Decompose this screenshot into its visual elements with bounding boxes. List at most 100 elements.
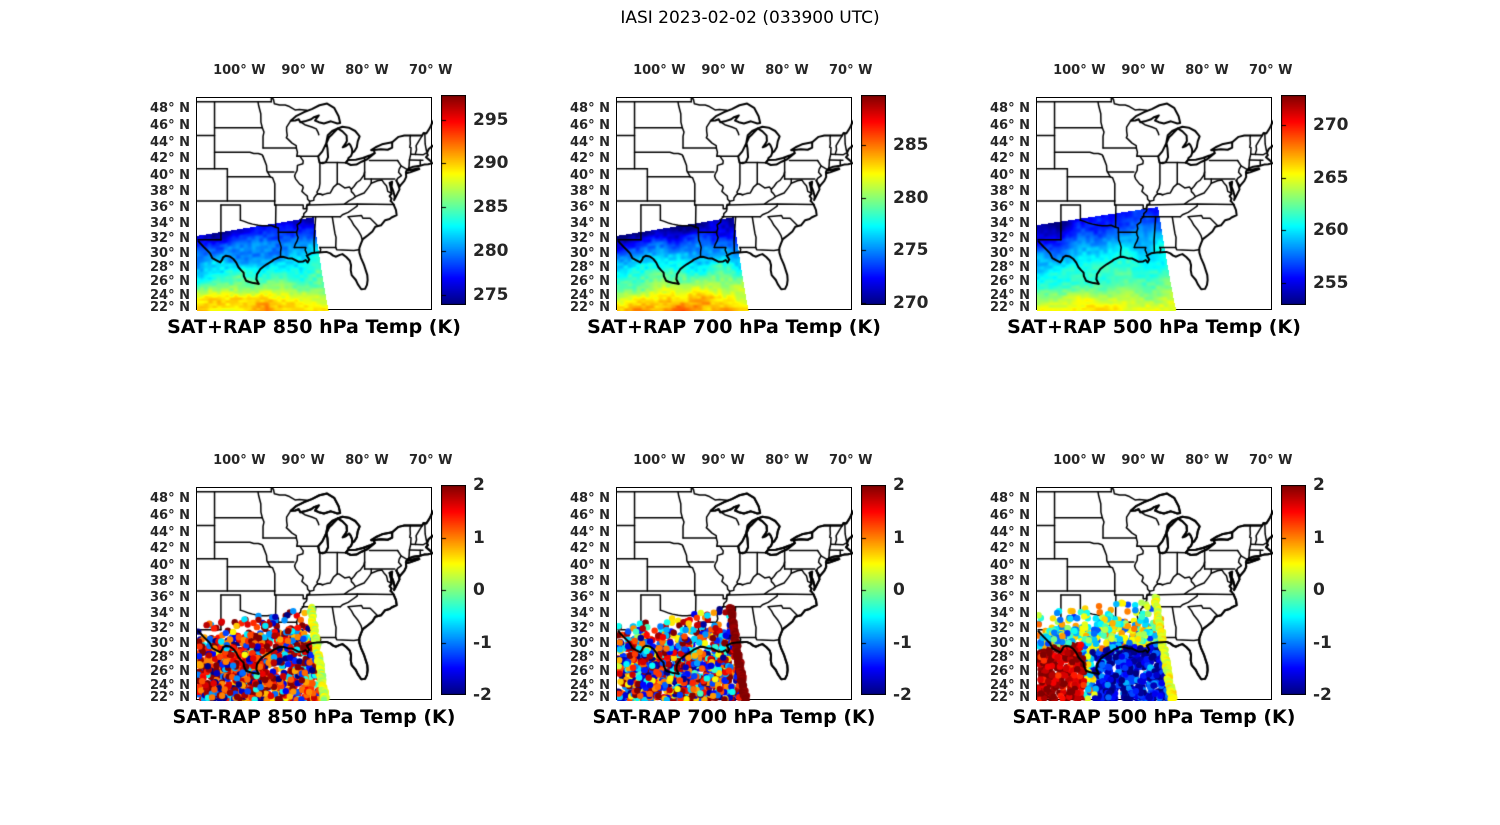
lon-tick-label: 100° W bbox=[213, 453, 266, 468]
panel-title: SAT+RAP 700 hPa Temp (K) bbox=[587, 316, 881, 338]
difference-scatter-map-canvas bbox=[197, 488, 433, 701]
lat-tick-label: 26° N bbox=[150, 664, 190, 680]
lon-tick-label: 80° W bbox=[345, 453, 389, 468]
lat-tick-label: 26° N bbox=[570, 664, 610, 680]
temperature-swath-map-canvas bbox=[197, 98, 433, 311]
panel-title: SAT+RAP 850 hPa Temp (K) bbox=[167, 316, 461, 338]
colorbar-tick-label: 260 bbox=[1313, 220, 1349, 241]
lat-tick-label: 44° N bbox=[990, 524, 1030, 540]
lat-tick-label: 34° N bbox=[150, 605, 190, 621]
colorbar-tick-label: 0 bbox=[1313, 580, 1325, 600]
lon-tick-label: 90° W bbox=[281, 63, 325, 78]
colorbar-tick-label: -2 bbox=[893, 685, 912, 705]
lat-tick-label: 32° N bbox=[990, 230, 1030, 246]
lon-tick-label: 100° W bbox=[1053, 63, 1106, 78]
lat-tick-label: 28° N bbox=[150, 650, 190, 666]
lat-tick-label: 22° N bbox=[150, 689, 190, 705]
lat-tick-label: 36° N bbox=[990, 199, 1030, 215]
colorbar-tick-label: 275 bbox=[893, 240, 929, 261]
lon-tick-label: 80° W bbox=[765, 453, 809, 468]
colorbar-tick-label: -2 bbox=[473, 685, 492, 705]
lat-tick-label: 34° N bbox=[990, 605, 1030, 621]
colorbar-tick-label: 290 bbox=[473, 153, 509, 174]
lat-tick-label: 44° N bbox=[150, 134, 190, 150]
lat-tick-label: 48° N bbox=[990, 491, 1030, 507]
colorbar-tick-label: 2 bbox=[893, 475, 905, 495]
lon-tick-label: 90° W bbox=[1121, 453, 1165, 468]
lat-tick-label: 32° N bbox=[990, 620, 1030, 636]
plot-box bbox=[196, 97, 433, 311]
lat-tick-label: 34° N bbox=[570, 605, 610, 621]
lat-tick-label: 42° N bbox=[150, 541, 190, 557]
lat-tick-label: 24° N bbox=[570, 677, 610, 693]
lat-tick-label: 38° N bbox=[570, 573, 610, 589]
colorbar bbox=[441, 485, 466, 695]
lat-tick-label: 28° N bbox=[150, 260, 190, 276]
colorbar bbox=[441, 95, 466, 305]
lat-tick-label: 24° N bbox=[990, 677, 1030, 693]
panel-sat-minus-rap-700: 100° W 90° W 80° W 70° W 48° N 46° N 44° N 42° … bbox=[570, 454, 912, 729]
colorbar-tick-label: 2 bbox=[473, 475, 485, 495]
lon-tick-label: 80° W bbox=[345, 63, 389, 78]
panel-sat-plus-rap-700: 100° W 90° W 80° W 70° W 48° N 46° N 44° N 42° … bbox=[570, 64, 929, 339]
panel-sat-plus-rap-850: 100° W 90° W 80° W 70° W 48° N 46° N 44° N 42° … bbox=[150, 64, 509, 339]
lat-tick-label: 46° N bbox=[570, 118, 610, 134]
lat-tick-label: 24° N bbox=[990, 287, 1030, 303]
lat-tick-label: 32° N bbox=[150, 230, 190, 246]
lat-tick-label: 38° N bbox=[150, 183, 190, 199]
colorbar-tick-label: 285 bbox=[473, 197, 509, 217]
lat-tick-label: 36° N bbox=[990, 589, 1030, 605]
difference-scatter-map-canvas bbox=[617, 488, 853, 701]
panel-title: SAT+RAP 500 hPa Temp (K) bbox=[1007, 316, 1301, 338]
lon-tick-label: 70° W bbox=[408, 453, 453, 468]
plot-box bbox=[196, 487, 433, 701]
panel-title: SAT-RAP 500 hPa Temp (K) bbox=[1012, 706, 1296, 728]
lat-tick-label: 40° N bbox=[570, 557, 610, 573]
colorbar-tick-label: 1 bbox=[473, 527, 485, 548]
lat-tick-label: 24° N bbox=[150, 287, 190, 303]
lon-tick-label: 90° W bbox=[701, 453, 745, 468]
colorbar-tick-label: 280 bbox=[893, 187, 929, 208]
lat-tick-label: 48° N bbox=[990, 101, 1030, 117]
lat-tick-label: 32° N bbox=[150, 620, 190, 636]
figure-title: IASI 2023-02-02 (033900 UTC) bbox=[620, 8, 880, 28]
lon-tick-label: 90° W bbox=[701, 63, 745, 78]
lon-tick-label: 80° W bbox=[1185, 453, 1229, 468]
lat-tick-label: 28° N bbox=[570, 650, 610, 666]
lat-tick-label: 30° N bbox=[150, 635, 190, 651]
lat-tick-label: 40° N bbox=[150, 167, 190, 183]
lat-tick-label: 36° N bbox=[150, 589, 190, 605]
colorbar-tick-label: 0 bbox=[473, 580, 485, 600]
colorbar-tick-label: 270 bbox=[1313, 115, 1349, 136]
lat-tick-label: 44° N bbox=[570, 524, 610, 540]
lat-tick-label: 22° N bbox=[150, 299, 190, 315]
lat-tick-label: 44° N bbox=[150, 524, 190, 540]
lat-tick-label: 44° N bbox=[990, 134, 1030, 150]
colorbar-tick-label: -2 bbox=[1313, 685, 1332, 705]
difference-scatter-map-canvas bbox=[1037, 488, 1273, 701]
colorbar bbox=[1281, 485, 1306, 695]
colorbar-tick-label: 265 bbox=[1313, 167, 1349, 188]
lat-tick-label: 22° N bbox=[570, 689, 610, 705]
lat-tick-label: 40° N bbox=[150, 557, 190, 573]
lat-tick-label: 40° N bbox=[570, 167, 610, 183]
colorbar-tick-label: 1 bbox=[1313, 527, 1325, 548]
lat-tick-label: 48° N bbox=[150, 101, 190, 117]
lat-tick-label: 42° N bbox=[990, 541, 1030, 557]
colorbar-tick-label: 2 bbox=[1313, 475, 1325, 495]
lat-tick-label: 34° N bbox=[990, 215, 1030, 231]
lat-tick-label: 46° N bbox=[990, 118, 1030, 134]
lon-tick-label: 80° W bbox=[1185, 63, 1229, 78]
colorbar-tick-label: -1 bbox=[473, 632, 492, 653]
lat-tick-label: 26° N bbox=[990, 664, 1030, 680]
lat-tick-label: 30° N bbox=[150, 245, 190, 261]
plot-box bbox=[1036, 97, 1273, 311]
colorbar-tick-label: 275 bbox=[473, 284, 509, 305]
colorbar-tick-label: 0 bbox=[893, 580, 905, 600]
lon-tick-label: 100° W bbox=[633, 453, 686, 468]
colorbar-tick-label: 270 bbox=[893, 292, 929, 313]
lat-tick-label: 36° N bbox=[150, 199, 190, 215]
lat-tick-label: 22° N bbox=[570, 299, 610, 315]
lat-tick-label: 38° N bbox=[990, 183, 1030, 199]
